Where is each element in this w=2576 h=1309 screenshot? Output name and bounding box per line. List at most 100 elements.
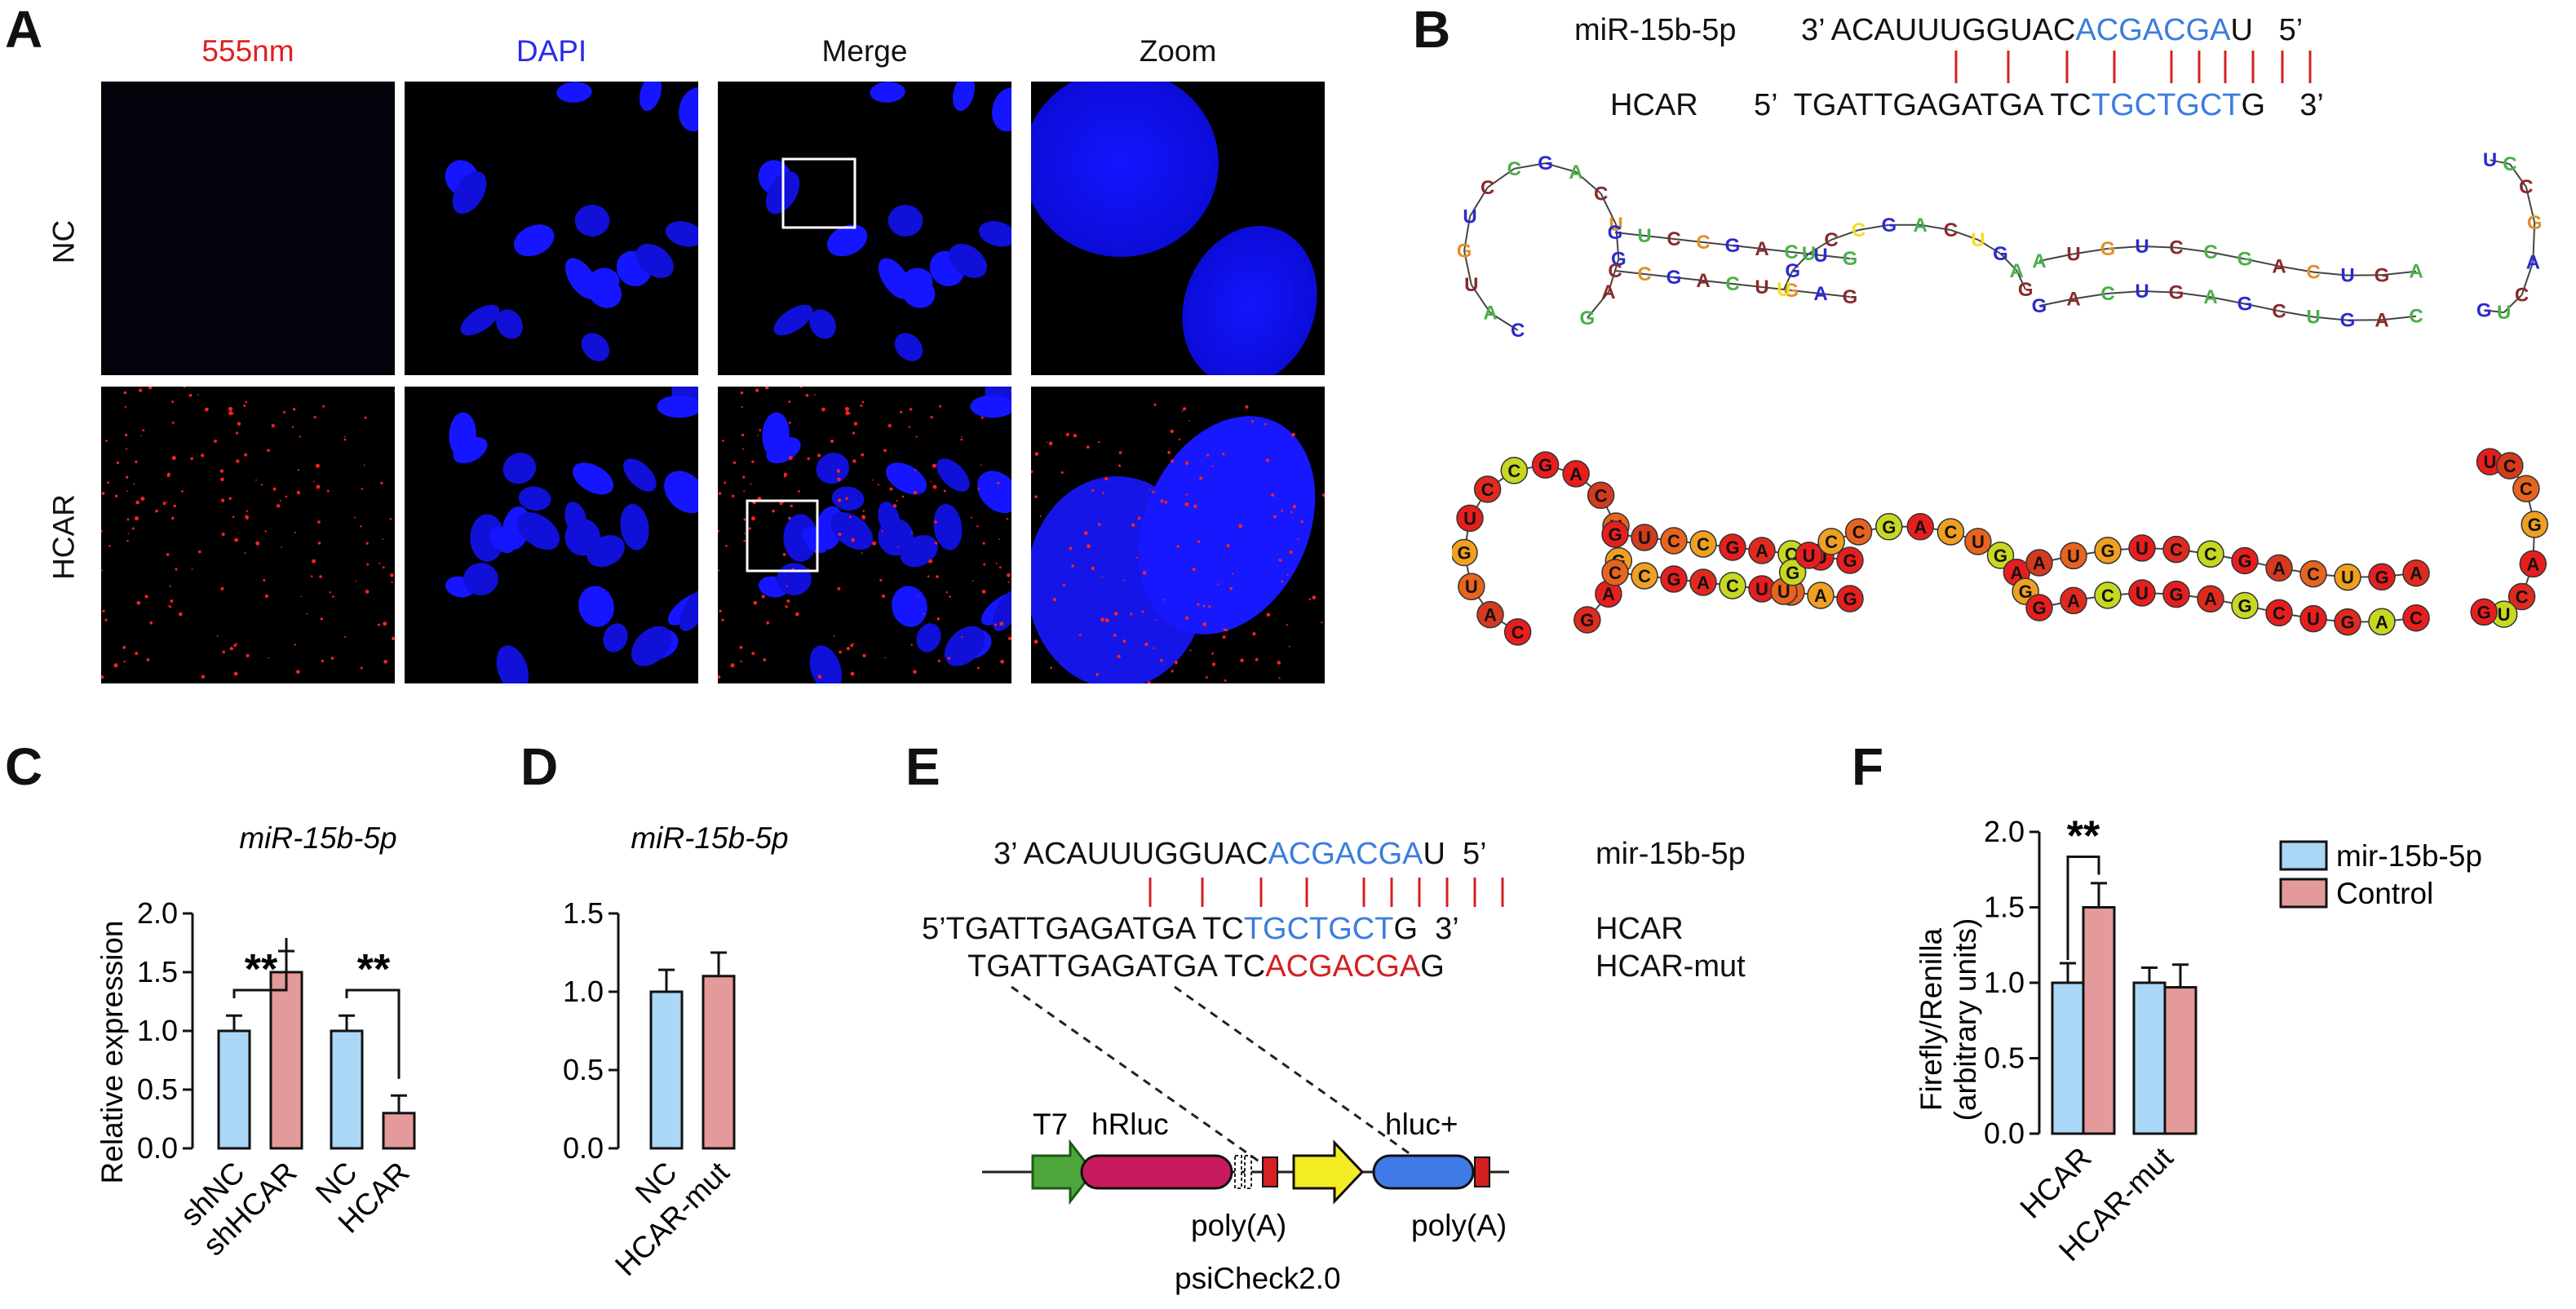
nucleotide: C (1784, 241, 1798, 263)
probe-signal (315, 463, 320, 468)
probe-signal (246, 516, 249, 520)
probe-signal (382, 538, 384, 541)
probe-signal (220, 477, 224, 481)
nucleotide: U (1609, 214, 1622, 236)
probe-signal (983, 563, 986, 566)
polya-1 (1262, 1156, 1278, 1187)
probe-signal (998, 538, 1001, 541)
nucleotide: C (1587, 481, 1615, 510)
svg-text:G: G (2032, 295, 2047, 317)
nucleus (452, 171, 487, 214)
probe-signal (1171, 670, 1174, 673)
probe-signal (1231, 573, 1233, 575)
probe-signal (292, 408, 296, 411)
probe-signal (794, 612, 799, 617)
nucleotide: G (1784, 280, 1799, 302)
probe-signal (837, 498, 842, 502)
probe-signal (742, 475, 746, 479)
probe-signal (378, 562, 381, 564)
probe-signal (1266, 612, 1271, 617)
probe-signal (1007, 573, 1011, 577)
chart-f-y-tick-label: 1.5 (1984, 891, 2025, 924)
svg-text:C: C (2409, 306, 2423, 328)
probe-signal (759, 429, 762, 431)
probe-signal (319, 575, 322, 578)
probe-signal (913, 670, 917, 674)
chart-f-sig-bracket (2066, 856, 2100, 960)
probe-signal (220, 586, 224, 590)
nucleotide: G (2162, 580, 2190, 608)
nucleotide: U (2497, 302, 2511, 324)
probe-signal (383, 621, 387, 626)
probe-signal (1281, 580, 1284, 583)
probe-signal (393, 390, 395, 392)
nucleotide: A (1689, 568, 1717, 596)
nucleotide: C (2496, 452, 2524, 480)
probe-signal (214, 439, 218, 443)
nucleotide: C (2507, 582, 2536, 611)
nucleotide: A (1914, 214, 1928, 237)
svg-text:A: A (1569, 161, 1582, 184)
probe-signal (126, 475, 129, 479)
nucleus (586, 535, 625, 568)
svg-text:C: C (1852, 522, 1866, 542)
rna-structure-heat: CAUGUCCGACUGAGGUCCGACUGCCGACUGAGUGUCCGAC… (1452, 448, 2548, 646)
probe-signal (1113, 612, 1118, 616)
nucleotide: C (1594, 183, 1608, 205)
chart-c-y-tick-label: 0.5 (137, 1072, 178, 1106)
svg-text:C: C (2306, 262, 2320, 284)
svg-text:G: G (1580, 307, 1596, 329)
insertion-site (1234, 1155, 1242, 1189)
chart-d-y-tick-label: 0.0 (563, 1131, 604, 1165)
nucleotide: A (2526, 251, 2540, 273)
svg-text:U: U (1463, 206, 1476, 228)
nucleus (802, 527, 829, 554)
probe-signal (190, 457, 193, 461)
probe-signal (131, 527, 135, 530)
probe-signal (1006, 517, 1009, 520)
nucleus (809, 645, 843, 683)
chart-f-bar-HCAR-mut-0 (2132, 981, 2167, 1135)
nucleotide: G (1452, 538, 1478, 567)
nucleotide: G (2521, 511, 2548, 538)
nucleotide: U (1802, 243, 1816, 265)
probe-signal (123, 391, 127, 395)
construct-hcar-mut-label: HCAR-mut (1596, 949, 1746, 984)
nucleus (518, 486, 551, 511)
nucleotide: G (1608, 222, 1623, 244)
nucleotide: U (2066, 243, 2080, 265)
probe-signal (127, 533, 130, 534)
svg-text:G: G (2340, 612, 2354, 633)
probe-signal (750, 516, 755, 521)
nucleotide: C (2265, 599, 2293, 627)
svg-text:G: G (1881, 214, 1897, 237)
svg-text:C: C (1852, 219, 1866, 241)
probe-signal (932, 463, 936, 468)
probe-signal (1153, 403, 1157, 406)
probe-signal (175, 568, 178, 571)
panel-label-a: A (5, 0, 43, 59)
svg-text:U: U (1971, 229, 1985, 251)
nucleotide: C (2306, 262, 2320, 284)
svg-text:A: A (2409, 261, 2423, 283)
svg-text:A: A (2526, 554, 2539, 574)
nucleus (949, 243, 987, 278)
svg-text:C: C (2520, 479, 2533, 499)
polya-2-label: poly(A) (1411, 1209, 1507, 1242)
svg-text:U: U (1777, 582, 1790, 602)
probe-signal (171, 456, 176, 461)
probe-signal (788, 422, 791, 424)
svg-text:G: G (1538, 153, 1553, 175)
zoom-region-box (746, 499, 819, 573)
svg-text:U: U (2484, 452, 2497, 472)
probe-signal (1208, 605, 1211, 608)
probe-signal (102, 609, 105, 612)
svg-text:C: C (2101, 586, 2114, 606)
chart-d-title: miR-15b-5p (631, 821, 788, 855)
nucleotide: U (2060, 542, 2087, 570)
probe-signal (243, 404, 246, 407)
svg-text:U: U (2135, 281, 2149, 303)
probe-signal (934, 520, 937, 524)
probe-signal (272, 487, 277, 491)
probe-signal (782, 502, 785, 503)
